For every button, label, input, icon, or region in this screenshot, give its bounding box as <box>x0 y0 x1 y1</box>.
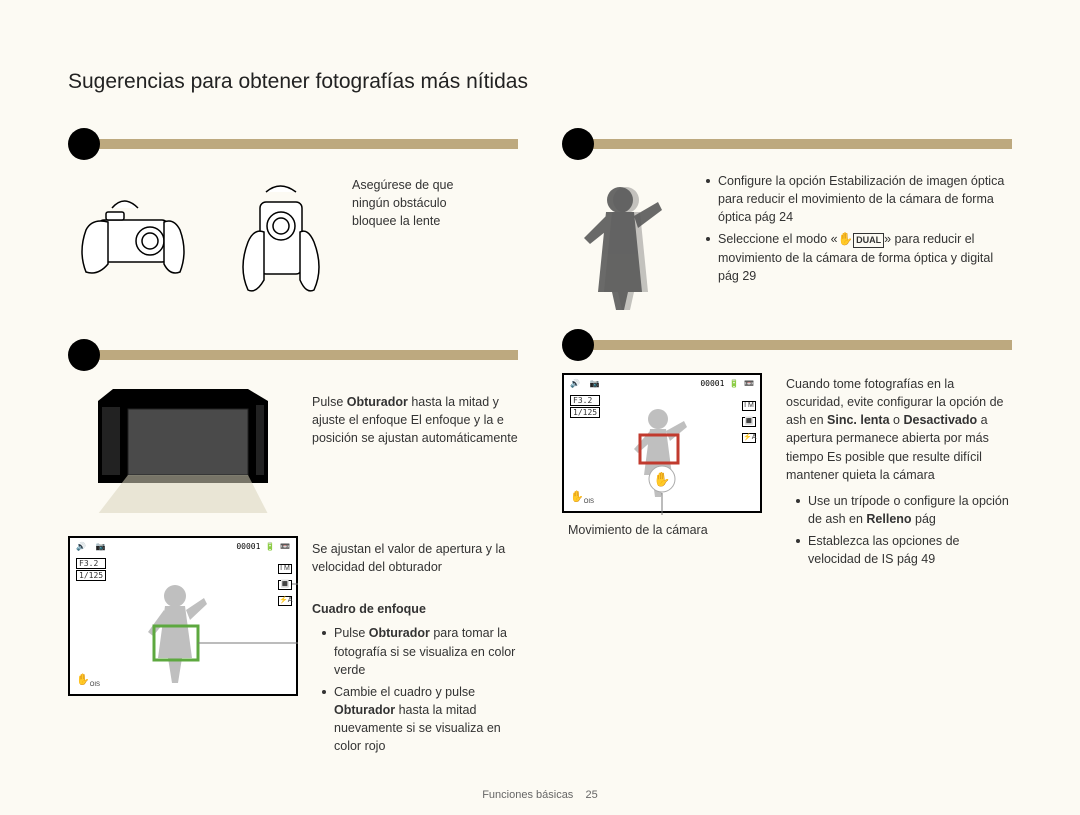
right-column: Configure la opción Estabilización de im… <box>562 134 1012 777</box>
section-bar <box>68 345 518 365</box>
ois-bullet: Configure la opción Estabilización de im… <box>706 172 1012 226</box>
page-footer: Funciones básicas 25 <box>0 789 1080 801</box>
camera-back-illustration <box>68 383 298 518</box>
dual-mode-bullet: Seleccione el modo «✋DUAL» para reducir … <box>706 230 1012 284</box>
section-bar <box>68 134 518 154</box>
svg-text:✋: ✋ <box>653 471 670 487</box>
focus-red-bullet: Cambie el cuadro y pulse Obturador hasta… <box>322 683 518 756</box>
camera-shake-caption: Movimiento de la cámara <box>562 521 772 539</box>
section-bar <box>562 134 1012 154</box>
hold-camera-text: Asegúrese de que ningún obstáculo bloque… <box>352 172 492 327</box>
hold-camera-illustration <box>68 172 338 327</box>
focus-green-bullet: Pulse Obturador para tomar la fotografía… <box>322 624 518 678</box>
page-title: Sugerencias para obtener fotografías más… <box>68 70 1012 94</box>
blurry-person-illustration <box>562 172 682 317</box>
focus-frame-heading: Cuadro de enfoque <box>312 600 518 618</box>
half-press-text: Pulse Obturador hasta la mitad y ajuste … <box>312 393 518 447</box>
dark-photo-text: Cuando tome fotografías en la oscuridad,… <box>786 375 1012 484</box>
lcd-green-focus: 🔊 📷 00001 🔋 📼 F3.2 1/125 <box>68 536 298 696</box>
tripod-fill-bullet: Use un trípode o configure la opción de … <box>796 492 1012 528</box>
left-column: Asegúrese de que ningún obstáculo bloque… <box>68 134 518 777</box>
lcd-red-focus: 🔊 📷 00001 🔋 📼 F3.2 1/125 <box>562 373 762 513</box>
aperture-speed-text: Se ajustan el valor de apertura y la vel… <box>312 540 518 576</box>
is-speed-bullet: Establezca las opciones de velocidad de … <box>796 532 1012 568</box>
section-bar <box>562 335 1012 355</box>
